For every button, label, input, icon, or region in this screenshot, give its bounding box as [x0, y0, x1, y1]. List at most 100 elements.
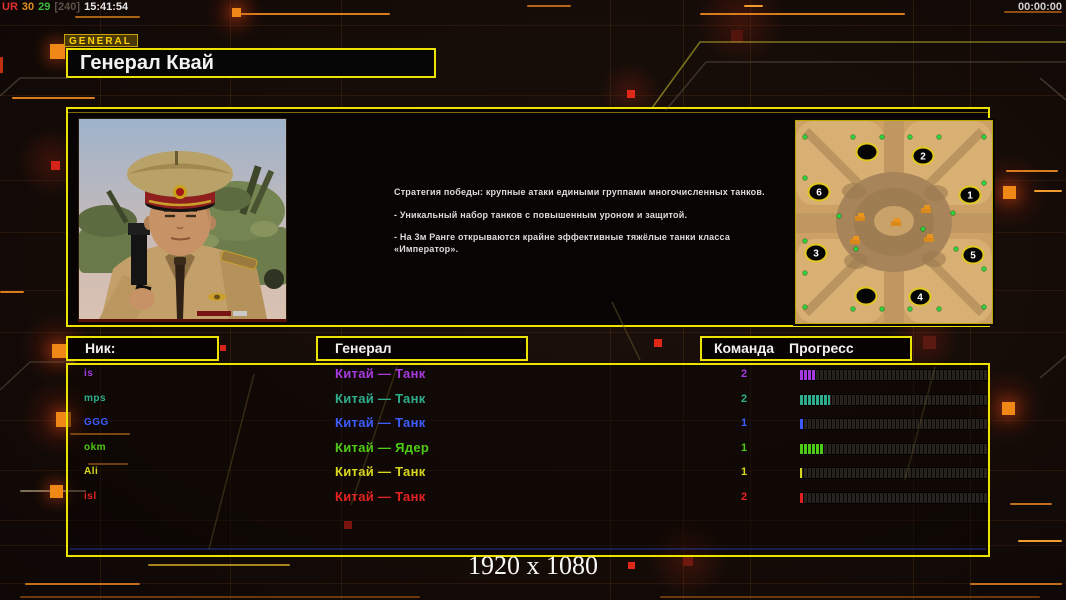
grid-line [0, 545, 1066, 546]
decor-square [923, 336, 936, 349]
decor-line [744, 5, 763, 7]
map-resource-dot [907, 134, 913, 140]
map-resource-dot [981, 266, 987, 272]
player-nick: mps [84, 392, 107, 404]
player-team: 1 [740, 466, 748, 478]
progress-bar [800, 418, 987, 430]
map-resource-dot [853, 246, 859, 252]
decor-line [0, 291, 24, 293]
map-resource-dot [907, 306, 913, 312]
player-team: 2 [740, 368, 748, 380]
nick-column-header: Ник: [66, 336, 219, 361]
progress-fill [800, 492, 804, 503]
decor-square [654, 339, 662, 347]
team-header-label: Команда [714, 340, 774, 356]
map-resource-dot [802, 238, 808, 244]
svg-text:5: 5 [970, 251, 976, 262]
decor-line [1004, 11, 1062, 13]
decor-line [233, 13, 390, 15]
decor-line [20, 596, 420, 598]
decor-line [75, 16, 140, 18]
progress-fill [800, 419, 804, 429]
map-resource-dot [836, 213, 842, 219]
progress-fill [800, 443, 825, 454]
decor-line [970, 583, 1062, 585]
player-nick: Ali [84, 466, 99, 477]
map-resource-dot [879, 306, 885, 312]
map-resource-dot [936, 306, 942, 312]
decor-line [148, 564, 290, 566]
decor-line [660, 596, 1040, 598]
map-resource-dot [981, 304, 987, 310]
map-start-marker: 2 [911, 146, 935, 166]
map-resource-dot [981, 134, 987, 140]
player-team: 1 [740, 417, 748, 429]
strategy-line: - Уникальный набор танков с повышенным у… [394, 209, 688, 220]
decor-square [344, 521, 352, 529]
decor-square [683, 556, 693, 566]
progress-bar [800, 393, 987, 406]
progress-bar [800, 467, 987, 479]
player-nick: okm [84, 441, 107, 453]
decor-line [12, 97, 95, 99]
map-supply-pile [891, 221, 901, 226]
decor-line [1006, 170, 1058, 172]
map-start-marker: 4 [908, 287, 932, 307]
list-bottom-accent [70, 548, 986, 550]
map-supply-pile [921, 208, 931, 213]
grid-line [0, 25, 1066, 26]
player-general: Китай — Танк [335, 366, 426, 381]
decor-line [25, 583, 140, 585]
decor-square [51, 161, 60, 170]
player-nick: GGG [84, 417, 109, 428]
nick-header-label: Ник: [85, 340, 116, 356]
map-start-marker: 6 [807, 182, 831, 202]
decor-line [1010, 503, 1052, 505]
svg-text:6: 6 [816, 188, 822, 199]
map-preview: 2 6 1 3 5 4 [793, 118, 995, 326]
general-info-panel: Стратегия победы: крупные атаки едиными … [66, 107, 995, 327]
debug-ur: UR [2, 1, 18, 13]
map-start-marker [855, 142, 879, 162]
decor-square [731, 30, 743, 42]
glow-spot [205, 0, 265, 42]
svg-text:3: 3 [813, 249, 819, 260]
general-figure [99, 151, 267, 319]
decor-square [50, 485, 63, 498]
player-row: mps Китай — Танк 2 [68, 389, 988, 409]
general-tab-label: GENERAL [64, 34, 138, 47]
map-resource-dot [802, 270, 808, 276]
player-list: is Китай — Танк 2 mps Китай — Танк 2 GGG Китай … [66, 363, 990, 557]
map-art: 2 6 1 3 5 4 [796, 121, 992, 323]
strategy-line: - На 3м Ранге открываются крайне эффекти… [394, 232, 731, 255]
grid-line [0, 420, 1066, 421]
grid-line [0, 583, 1066, 584]
decor-line [527, 5, 571, 7]
player-general: Китай — Танк [335, 415, 426, 430]
decor-square [52, 344, 66, 358]
player-team: 2 [740, 392, 748, 405]
progress-bar [800, 491, 987, 504]
map-start-marker: 1 [958, 185, 982, 205]
decor-square [0, 57, 3, 73]
map-supply-pile [855, 216, 865, 221]
map-start-marker [854, 286, 878, 306]
decor-square [1003, 186, 1016, 199]
map-resource-dot [936, 134, 942, 140]
progress-bar [800, 442, 987, 455]
map-start-marker: 3 [804, 243, 828, 263]
match-timer: 00:00:00 [1017, 1, 1062, 13]
map-resource-dot [850, 306, 856, 312]
debug-value: 29 [38, 1, 51, 13]
strategy-line: Стратегия победы: крупные атаки едиными … [394, 187, 765, 197]
decor-square [232, 8, 241, 17]
decor-line [70, 433, 130, 435]
map-resource-dot [802, 175, 808, 181]
decor-line [700, 13, 905, 15]
progress-fill [800, 370, 815, 380]
map-resource-dot [850, 134, 856, 140]
map-supply-pile [924, 237, 934, 242]
svg-text:2: 2 [920, 152, 926, 163]
svg-text:1: 1 [967, 191, 973, 202]
